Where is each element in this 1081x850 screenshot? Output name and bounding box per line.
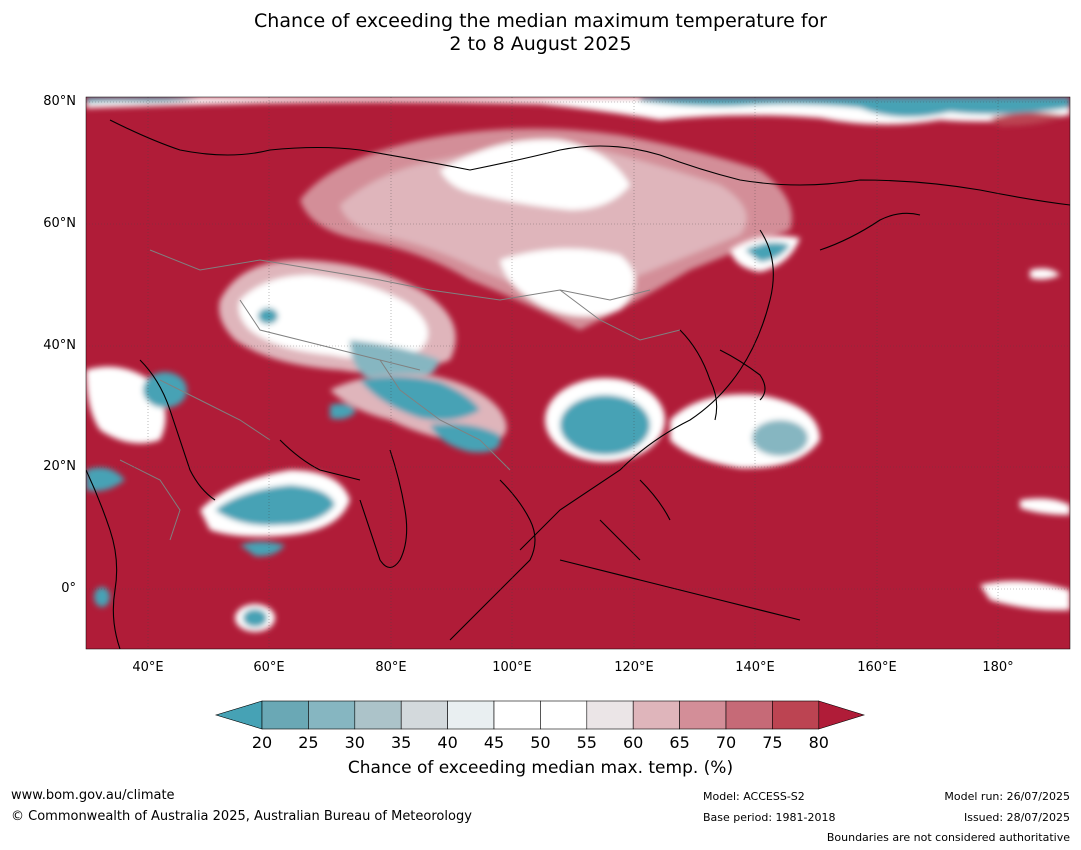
website-link[interactable]: www.bom.gov.au/climate — [11, 788, 175, 803]
colorbar-segment-45-50 — [493, 700, 541, 730]
probability-map — [85, 96, 1071, 650]
colorbar-segment-20-25 — [261, 700, 309, 730]
lon-label-60e: 60°E — [253, 660, 285, 675]
colorbar-segment-40-45 — [447, 700, 495, 730]
colorbar-segment-30-35 — [354, 700, 402, 730]
disclaimer-text: Boundaries are not considered authoritat… — [826, 831, 1070, 844]
base-period-text: Base period: 1981-2018 — [703, 811, 836, 824]
colorbar-tick-35: 35 — [391, 733, 412, 752]
colorbar-segment-55-60 — [586, 700, 634, 730]
central-asia-neutral-region — [219, 260, 456, 386]
colorbar — [214, 700, 866, 730]
colorbar-tick-45: 45 — [483, 733, 505, 752]
country-borders — [119, 249, 681, 541]
lon-label-180: 180° — [982, 660, 1014, 675]
lon-label-120e: 120°E — [614, 660, 654, 675]
colorbar-segment-50-55 — [540, 700, 588, 730]
lat-label-60n: 60°N — [43, 216, 76, 231]
map-title-line-2: 2 to 8 August 2025 — [449, 33, 632, 55]
colorbar-tick-25: 25 — [298, 733, 319, 752]
coastlines — [86, 119, 1070, 649]
map-frame — [85, 96, 1071, 650]
model-text: Model: ACCESS-S2 — [703, 790, 805, 803]
arabian-sea-cool-region — [200, 470, 350, 632]
arabia-neutral-region — [86, 366, 187, 607]
colorbar-segments — [214, 700, 866, 730]
lon-label-80e: 80°E — [375, 660, 407, 675]
colorbar-tick-50: 50 — [530, 733, 551, 752]
lat-label-20n: 20°N — [43, 459, 76, 474]
colorbar-tick-55: 55 — [576, 733, 597, 752]
himalaya-cool-region — [330, 374, 507, 453]
lat-label-80n: 80°N — [43, 94, 76, 109]
southern-china-cool-region — [545, 378, 665, 462]
colorbar-label: Chance of exceeding median max. temp. (%… — [347, 758, 734, 778]
colorbar-segment-35-40 — [400, 700, 448, 730]
colorbar-tick-60: 60 — [623, 733, 644, 752]
map-title-line-1: Chance of exceeding the median maximum t… — [254, 10, 827, 32]
colorbar-tick-75: 75 — [762, 733, 783, 752]
colorbar-segment-75-80 — [772, 700, 820, 730]
lon-label-100e: 100°E — [492, 660, 532, 675]
colorbar-tick-80: 80 — [808, 733, 829, 752]
colorbar-segment-60-65 — [632, 700, 680, 730]
lat-label-40n: 40°N — [43, 338, 76, 353]
colorbar-tick-20: 20 — [251, 733, 273, 752]
colorbar-segment-70-75 — [725, 700, 773, 730]
colorbar-segment-65-70 — [679, 700, 727, 730]
model-run-text: Model run: 26/07/2025 — [944, 790, 1070, 803]
colorbar-extend-high — [818, 700, 866, 730]
colorbar-extend-low — [214, 700, 263, 730]
colorbar-tick-65: 65 — [669, 733, 690, 752]
colorbar-tick-70: 70 — [715, 733, 737, 752]
lon-label-160e: 160°E — [857, 660, 897, 675]
colorbar-tick-30: 30 — [344, 733, 365, 752]
colorbar-tick-40: 40 — [437, 733, 458, 752]
lat-label-0: 0° — [61, 581, 76, 596]
colorbar-segment-25-30 — [308, 700, 356, 730]
western-pacific-cool-region — [670, 394, 820, 469]
graticule — [86, 97, 1070, 649]
lon-label-140e: 140°E — [735, 660, 775, 675]
issued-text: Issued: 28/07/2025 — [963, 811, 1070, 824]
lon-label-40e: 40°E — [132, 660, 164, 675]
siberia-neutral-region — [300, 128, 792, 330]
northeast-asia-cool-patch — [730, 235, 800, 272]
east-pacific-neutral-patches — [980, 268, 1070, 611]
copyright-text: © Commonwealth of Australia 2025, Austra… — [11, 809, 472, 824]
